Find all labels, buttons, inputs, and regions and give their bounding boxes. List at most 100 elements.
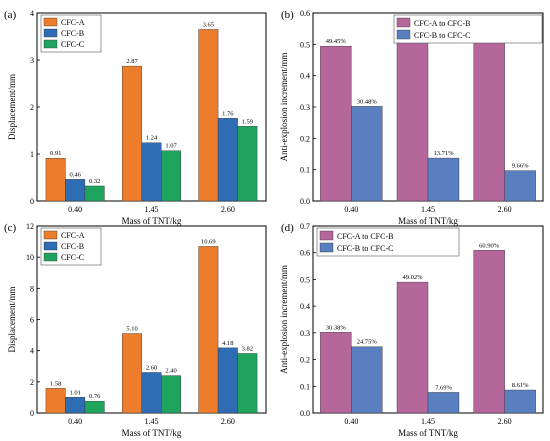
bar-cfc-a bbox=[122, 65, 142, 202]
y-tick-label: 0.5 bbox=[300, 40, 310, 49]
data-label: 1.76 bbox=[222, 110, 234, 117]
panel-label: (c) bbox=[4, 222, 17, 234]
bar-cfc-c bbox=[161, 375, 181, 414]
legend: CFC-A CFC-B CFC-C bbox=[40, 14, 102, 53]
legend-swatch bbox=[396, 17, 411, 28]
bar-cfc-a bbox=[198, 29, 219, 202]
y-tick-label: 4 bbox=[30, 347, 34, 356]
x-tick-label: 2.60 bbox=[498, 205, 512, 214]
y-tick-label: 0.4 bbox=[300, 72, 310, 81]
y-axis-label: Anti-explosion increment/mm bbox=[279, 53, 289, 162]
bar-cfc-c bbox=[237, 126, 258, 202]
legend-swatch bbox=[43, 241, 58, 251]
x-tick-label: 2.60 bbox=[498, 417, 512, 426]
panel-4: (d) 0.0 0.1 0.2 0.3 0.4 0.5 0.6 0.7 Anti-explosio… bbox=[279, 222, 544, 438]
bar-cfc-b-to-cfc-c bbox=[504, 170, 536, 202]
legend-box bbox=[316, 227, 460, 257]
bar-cfc-a bbox=[122, 333, 142, 414]
y-tick-label: 12 bbox=[26, 222, 34, 231]
y-tick-label: 0.7 bbox=[300, 222, 310, 231]
data-label: 60.90% bbox=[479, 242, 500, 249]
y-tick-label: 0.2 bbox=[300, 356, 310, 365]
legend-swatch bbox=[43, 17, 58, 27]
x-tick-label: 1.45 bbox=[421, 205, 435, 214]
y-tick-label: 0.0 bbox=[300, 409, 310, 418]
x-tick-label: 0.40 bbox=[68, 205, 82, 214]
x-tick-label: 2.60 bbox=[221, 205, 235, 214]
y-tick-label: 0.6 bbox=[300, 9, 310, 18]
data-label: 0.91 bbox=[50, 150, 61, 157]
legend: CFC-A CFC-B CFC-C bbox=[40, 227, 102, 266]
y-tick-label: 8 bbox=[30, 284, 34, 293]
legend-label: CFC-B bbox=[61, 29, 84, 38]
panel-1: (a) 0 1 2 3 4 Displacement/mm Mass of TNT/kg 0.4… bbox=[4, 9, 267, 226]
data-label: 3.82 bbox=[242, 345, 253, 352]
bar-cfc-a-to-cfc-b bbox=[396, 281, 429, 414]
data-label: 5.10 bbox=[126, 326, 137, 333]
data-label: 8.61% bbox=[512, 382, 529, 389]
data-label: 1.58 bbox=[50, 380, 61, 387]
y-tick-label: 6 bbox=[30, 316, 34, 325]
legend-box bbox=[393, 14, 543, 44]
legend: CFC-A to CFC-B CFC-B to CFC-C bbox=[393, 14, 543, 44]
y-tick-label: 0.6 bbox=[300, 249, 310, 258]
legend-swatch bbox=[43, 39, 58, 49]
data-label: 7.69% bbox=[435, 384, 452, 391]
y-tick-label: 2 bbox=[30, 378, 34, 387]
x-axis-label: Mass of TNT/kg bbox=[122, 428, 182, 438]
data-label: 13.71% bbox=[433, 150, 454, 157]
x-tick-label: 0.40 bbox=[68, 417, 82, 426]
data-label: 1.07 bbox=[165, 143, 177, 150]
bar-cfc-b-to-cfc-c bbox=[427, 392, 460, 414]
data-label: 1.24 bbox=[146, 135, 158, 142]
bar-cfc-b-to-cfc-c bbox=[351, 346, 383, 414]
y-tick-label: 0.1 bbox=[300, 166, 310, 175]
bar-cfc-c bbox=[237, 353, 258, 414]
x-tick-label: 1.45 bbox=[145, 205, 159, 214]
panel-3: (c) 0 2 4 6 8 10 12 Displacement/mm Mass of TNT/k… bbox=[4, 222, 267, 438]
x-tick-label: 1.45 bbox=[421, 417, 435, 426]
bar-cfc-b-to-cfc-c bbox=[427, 157, 460, 202]
bar-cfc-b-to-cfc-c bbox=[504, 389, 536, 414]
data-label: 24.75% bbox=[357, 339, 378, 346]
legend-label: CFC-A bbox=[61, 231, 85, 240]
y-tick-label: 0.1 bbox=[300, 382, 310, 391]
panel-2: (b) 0.0 0.1 0.2 0.3 0.4 0.5 0.6 Anti-explosion i… bbox=[279, 9, 544, 226]
y-tick-label: 3 bbox=[30, 56, 34, 65]
bar-cfc-b-to-cfc-c bbox=[351, 106, 383, 202]
legend: CFC-A to CFC-B CFC-B to CFC-C bbox=[316, 227, 460, 257]
bar-cfc-c bbox=[84, 400, 105, 414]
legend-swatch bbox=[396, 29, 411, 40]
legend-swatch bbox=[43, 252, 58, 262]
panel-label: (a) bbox=[4, 9, 17, 21]
data-label: 49.45% bbox=[326, 38, 347, 45]
data-label: 9.66% bbox=[512, 163, 529, 170]
x-tick-label: 0.40 bbox=[344, 417, 358, 426]
bar-cfc-a bbox=[45, 158, 66, 202]
x-axis-label: Mass of TNT/kg bbox=[122, 216, 182, 226]
y-tick-label: 0 bbox=[30, 409, 34, 418]
bar-cfc-b bbox=[217, 118, 238, 202]
data-label: 2.60 bbox=[146, 364, 157, 371]
legend-label: CFC-A to CFC-B bbox=[337, 232, 393, 241]
x-tick-label: 0.40 bbox=[344, 205, 358, 214]
bar-cfc-b bbox=[141, 372, 162, 414]
bar-cfc-b bbox=[217, 347, 238, 414]
legend-swatch bbox=[43, 28, 58, 38]
x-axis-label: Mass of TNT/kg bbox=[398, 428, 458, 438]
bar-cfc-a bbox=[45, 388, 66, 414]
y-tick-label: 2 bbox=[30, 103, 34, 112]
panel-label: (b) bbox=[281, 9, 294, 21]
y-tick-label: 1 bbox=[30, 150, 34, 159]
data-label: 0.76 bbox=[89, 393, 101, 400]
bar-cfc-c bbox=[84, 185, 105, 202]
bar-cfc-b bbox=[65, 179, 86, 202]
data-label: 0.46 bbox=[69, 171, 81, 178]
y-tick-label: 0.2 bbox=[300, 134, 310, 143]
legend-label: CFC-A to CFC-B bbox=[414, 19, 470, 28]
data-label: 2.40 bbox=[165, 368, 176, 375]
data-label: 2.87 bbox=[126, 58, 138, 65]
y-tick-label: 0.4 bbox=[300, 302, 310, 311]
x-tick-label: 2.60 bbox=[221, 417, 235, 426]
